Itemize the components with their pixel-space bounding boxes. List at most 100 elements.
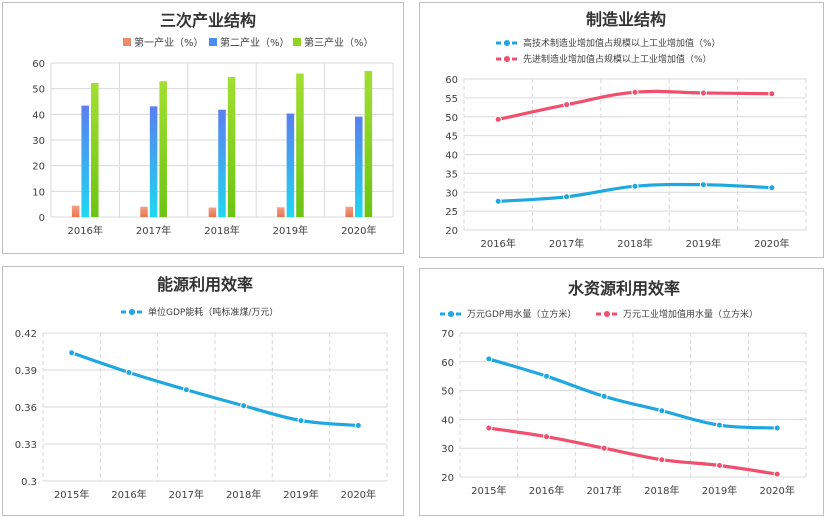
y-tick-label: 50 bbox=[441, 387, 454, 398]
y-tick-label: 0.39 bbox=[15, 366, 37, 377]
data-point bbox=[125, 368, 133, 376]
x-tick-label: 2019年 bbox=[283, 488, 318, 501]
bar bbox=[277, 207, 285, 217]
data-point bbox=[563, 101, 571, 109]
chart-title: 制造业结构 bbox=[586, 10, 666, 29]
legend-swatch bbox=[209, 38, 217, 46]
y-tick-label: 0 bbox=[39, 213, 45, 224]
x-tick-label: 2020年 bbox=[341, 488, 376, 501]
x-tick-label: 2020年 bbox=[341, 224, 376, 237]
y-tick-label: 0.36 bbox=[15, 403, 37, 414]
y-tick-label: 60 bbox=[445, 75, 458, 86]
legend-label: 第二产业（%） bbox=[220, 36, 290, 49]
legend-marker bbox=[448, 311, 454, 317]
legend-label: 万元工业增加值用水量（立方米） bbox=[623, 308, 758, 320]
industry-structure-panel: 三次产业结构 第一产业（%） 第二产业（%） 第三产业（%） 0 10 20 30 40 50 60… bbox=[2, 2, 404, 254]
series-line bbox=[70, 351, 360, 428]
data-point bbox=[494, 197, 502, 205]
legend-marker bbox=[604, 311, 610, 317]
x-tick-label: 2019年 bbox=[686, 237, 721, 250]
x-tick-label: 2019年 bbox=[702, 484, 737, 497]
y-tick-label: 40 bbox=[445, 151, 458, 162]
chart-title: 水资源利用效率 bbox=[568, 279, 680, 298]
y-tick-label: 70 bbox=[441, 329, 454, 340]
y-tick-label: 60 bbox=[441, 358, 454, 369]
y-tick-label: 30 bbox=[441, 444, 454, 455]
data-point bbox=[182, 386, 190, 394]
x-tick-label: 2020年 bbox=[754, 237, 789, 250]
bar bbox=[286, 113, 295, 217]
y-tick-label: 20 bbox=[445, 226, 458, 237]
data-point bbox=[485, 424, 493, 432]
bar bbox=[345, 206, 353, 217]
bar bbox=[159, 81, 167, 218]
y-tick-label: 40 bbox=[441, 415, 454, 426]
data-point bbox=[773, 424, 781, 432]
x-tick-label: 2018年 bbox=[644, 484, 679, 497]
y-tick-label: 20 bbox=[441, 473, 454, 484]
data-point bbox=[563, 193, 571, 201]
data-point bbox=[716, 461, 723, 469]
x-tick-label: 2018年 bbox=[226, 488, 261, 501]
y-tick-label: 0.3 bbox=[21, 477, 37, 488]
y-tick-label: 50 bbox=[445, 113, 458, 124]
data-point bbox=[768, 90, 776, 98]
legend-label: 第三产业（%） bbox=[304, 36, 374, 49]
legend-marker bbox=[129, 309, 135, 315]
data-point bbox=[658, 456, 666, 464]
data-point bbox=[658, 407, 666, 415]
legend-marker bbox=[504, 40, 510, 46]
x-tick-label: 2018年 bbox=[204, 224, 239, 237]
legend-label: 高技术制造业增加值占规模以上工业增加值（%） bbox=[523, 37, 721, 49]
legend-label: 先进制造业增加值占规模以上工业增加值（%） bbox=[523, 53, 712, 65]
x-tick-label: 2015年 bbox=[54, 488, 89, 501]
bar bbox=[296, 73, 304, 217]
data-point bbox=[716, 421, 723, 429]
x-tick-label: 2017年 bbox=[549, 237, 584, 250]
y-tick-label: 50 bbox=[32, 85, 45, 96]
x-tick-label: 2018年 bbox=[617, 237, 652, 250]
y-tick-label: 35 bbox=[445, 169, 458, 180]
bar bbox=[218, 109, 226, 217]
chart-title: 三次产业结构 bbox=[160, 11, 256, 30]
x-tick-label: 2016年 bbox=[480, 237, 515, 250]
data-point bbox=[354, 422, 362, 429]
y-tick-label: 25 bbox=[445, 207, 458, 218]
data-point bbox=[543, 433, 550, 441]
bar bbox=[140, 206, 148, 217]
data-point bbox=[494, 115, 502, 123]
bar bbox=[149, 106, 158, 217]
y-tick-label: 20 bbox=[32, 162, 45, 173]
legend-label: 第一产业（%） bbox=[134, 36, 204, 49]
data-point bbox=[631, 182, 639, 190]
series-line bbox=[487, 357, 779, 430]
bar bbox=[364, 70, 373, 217]
energy-efficiency-panel: 能源利用效率 单位GDP能耗（吨标准煤/万元） 0.3 0.33 0.36 0.39 0.4… bbox=[2, 266, 404, 516]
x-tick-label: 2017年 bbox=[169, 488, 204, 501]
x-tick-label: 2017年 bbox=[586, 484, 621, 497]
y-tick-label: 40 bbox=[32, 110, 45, 121]
bar bbox=[355, 116, 363, 217]
legend-marker bbox=[504, 56, 510, 62]
legend-swatch bbox=[293, 38, 301, 46]
x-tick-label: 2017年 bbox=[136, 224, 171, 237]
y-tick-label: 0.42 bbox=[15, 329, 37, 340]
data-point bbox=[600, 444, 608, 452]
data-point bbox=[773, 470, 781, 478]
x-tick-label: 2016年 bbox=[529, 484, 564, 497]
legend-swatch bbox=[123, 38, 131, 46]
data-point bbox=[699, 89, 707, 97]
x-tick-label: 2016年 bbox=[67, 224, 102, 237]
legend-label: 单位GDP能耗（吨标准煤/万元） bbox=[148, 306, 278, 318]
bar bbox=[71, 205, 80, 217]
legend-label: 万元GDP用水量（立方米） bbox=[467, 308, 576, 320]
manufacturing-structure-panel: 制造业结构高技术制造业增加值占规模以上工业增加值（%） 先进制造业增加值占规模以上… bbox=[419, 2, 824, 258]
water-efficiency-panel: 水资源利用效率万元GDP用水量（立方米） 万元工业增加值用水量（立方米） 20 30 4… bbox=[419, 268, 824, 516]
data-point bbox=[543, 372, 550, 380]
bar bbox=[91, 83, 99, 218]
data-point bbox=[631, 88, 639, 96]
